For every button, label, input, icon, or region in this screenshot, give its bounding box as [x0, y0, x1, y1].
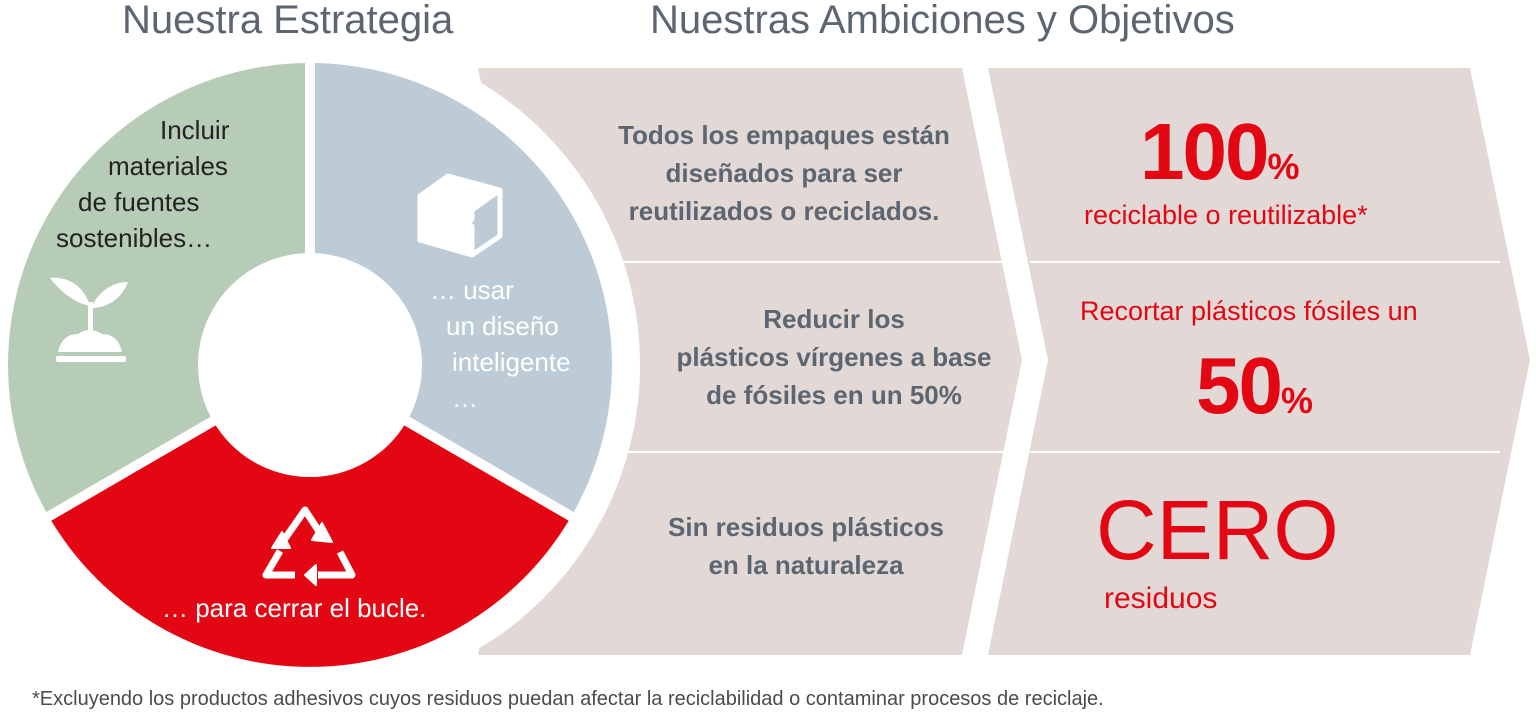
ambition-2: Reducir los plásticos vírgenes a base de…	[676, 304, 992, 410]
package-box-icon	[417, 173, 503, 258]
segment-green	[8, 63, 311, 516]
segment-red-text: … para cerrar el bucle.	[162, 593, 427, 623]
objective-2-percent: %	[1280, 380, 1313, 421]
segment-red	[48, 421, 572, 667]
footnote: *Excluyendo los productos adhesivos cuyo…	[32, 688, 1104, 710]
objective-1-percent: %	[1267, 146, 1300, 187]
objective-1-number: 100	[1140, 107, 1269, 196]
objective-3-subtitle: residuos	[1104, 582, 1218, 615]
ambitions-chevron	[478, 68, 1022, 655]
objective-2-number: 50	[1196, 341, 1283, 430]
recycle-icon	[262, 506, 356, 586]
plant-sprout-icon	[50, 277, 128, 362]
ambitions-title: Nuestras Ambiciones y Objetivos	[650, 0, 1235, 42]
segment-blue	[310, 63, 612, 516]
ambition-1: Todos los empaques están diseñados para …	[618, 120, 950, 226]
segment-green-text: Incluir materiales de fuentes sostenible…	[56, 115, 230, 253]
ambition-3: Sin residuos plásticos en la naturaleza	[668, 512, 944, 580]
segment-blue-text: … usar un diseño inteligente …	[430, 275, 571, 413]
objective-2-value: 50%	[1196, 346, 1313, 426]
objective-3-big: CERO	[1096, 483, 1339, 577]
objective-1-subtitle: reciclable o reutilizable*	[1084, 200, 1368, 230]
objective-1-value: 100%	[1140, 112, 1300, 192]
strategy-title: Nuestra Estrategia	[122, 0, 454, 42]
objectives-chevron	[988, 68, 1530, 655]
objective-2-text: Recortar plásticos fósiles un	[1080, 296, 1418, 326]
